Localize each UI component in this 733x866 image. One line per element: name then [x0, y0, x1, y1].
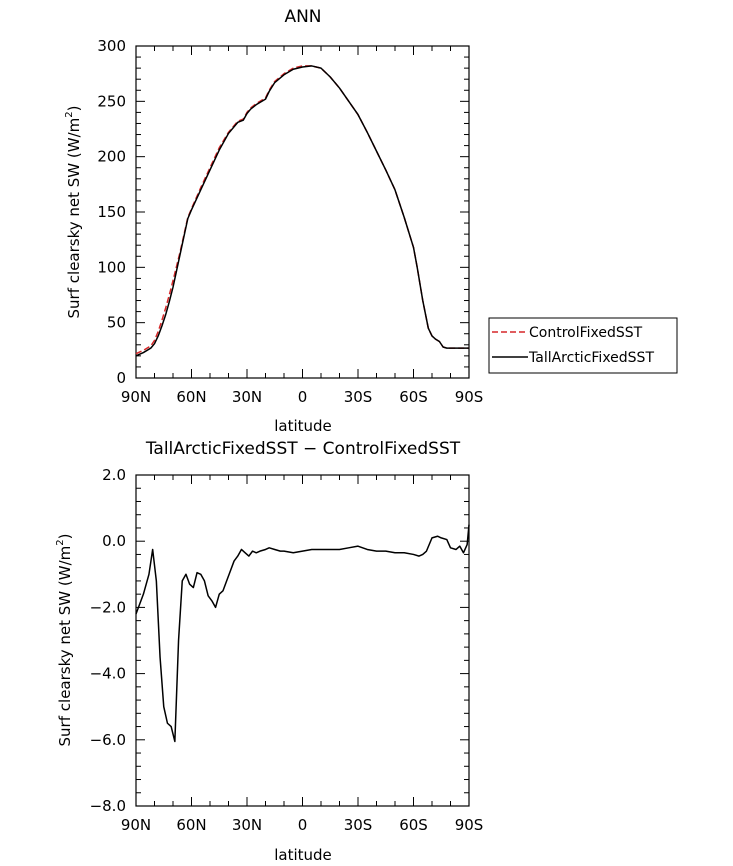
y-tick-label: 150 [97, 203, 126, 221]
series-line-1-0 [135, 524, 470, 743]
bottom-chart-title: TallArcticFixedSST − ControlFixedSST [145, 439, 461, 459]
bottom-y-axis-label: Surf clearsky net SW (W/m2) [55, 534, 74, 747]
x-tick-label: 30S [344, 388, 373, 406]
y-tick-label: −4.0 [90, 665, 126, 683]
bottom-x-axis: 90N 60N 30N 0 30S 60S 90S [121, 475, 483, 834]
top-x-axis-label: latitude [274, 417, 332, 435]
top-y-axis: 0 50 100 150 200 250 300 [97, 37, 469, 387]
top-panel: ANN 90N 60N 30N 0 30S 60S 90S 0 50 100 150 200 250 3… [64, 7, 678, 435]
y-tick-label: 200 [97, 148, 126, 166]
y-tick-label: −8.0 [90, 797, 126, 815]
series-line-controlfixedsst [135, 65, 469, 355]
x-tick-label: 30N [232, 388, 262, 406]
bottom-y-axis: 2.0 0.0 −2.0 −4.0 −6.0 −8.0 [90, 466, 469, 815]
y-tick-label: −2.0 [90, 598, 126, 616]
x-tick-label: 0 [298, 388, 308, 406]
y-tick-label: 100 [97, 258, 126, 276]
legend-box [488, 317, 678, 374]
series-line-tallarcticfixedsst [135, 65, 469, 357]
x-tick-label: 90N [121, 816, 151, 834]
legend-label-control: ControlFixedSST [529, 325, 643, 341]
x-tick-label: 60N [176, 816, 206, 834]
top-y-axis-label-main: Surf clearsky net SW (W/m [65, 118, 83, 319]
bottom-x-axis-label: latitude [274, 846, 332, 864]
y-tick-label: 2.0 [102, 466, 126, 484]
x-tick-label: 60S [399, 388, 428, 406]
top-y-axis-label: Surf clearsky net SW (W/m2) [64, 106, 83, 319]
top-y-axis-label-end: ) [65, 106, 83, 112]
top-series-lines [135, 65, 469, 357]
legend: ControlFixedSST TallArcticFixedSST [488, 317, 678, 374]
x-tick-label: 90N [121, 388, 151, 406]
top-y-axis-label-sup: 2 [64, 111, 75, 117]
top-chart-title: ANN [284, 7, 321, 27]
y-tick-label: 250 [97, 92, 126, 110]
bottom-y-axis-label-sup: 2 [55, 539, 66, 545]
y-tick-label: −6.0 [90, 731, 126, 749]
bottom-plot-frame [135, 474, 470, 807]
x-tick-label: 90S [455, 388, 484, 406]
y-tick-label: 300 [97, 37, 126, 55]
x-tick-label: 60S [399, 816, 428, 834]
y-tick-label: 0.0 [102, 532, 126, 550]
bottom-y-axis-label-main: Surf clearsky net SW (W/m [56, 546, 74, 747]
y-tick-label: 0 [116, 369, 126, 387]
bottom-series-lines [135, 524, 470, 743]
top-x-axis: 90N 60N 30N 0 30S 60S 90S [121, 46, 483, 406]
bottom-y-axis-label-end: ) [56, 534, 74, 540]
x-tick-label: 90S [455, 816, 484, 834]
top-plot-frame [135, 45, 470, 379]
bottom-panel: TallArcticFixedSST − ControlFixedSST 90N… [55, 439, 483, 864]
x-tick-label: 30S [344, 816, 373, 834]
y-tick-label: 50 [107, 314, 126, 332]
legend-label-tallarctic: TallArcticFixedSST [528, 350, 654, 366]
x-tick-label: 0 [298, 816, 308, 834]
x-tick-label: 30N [232, 816, 262, 834]
x-tick-label: 60N [176, 388, 206, 406]
